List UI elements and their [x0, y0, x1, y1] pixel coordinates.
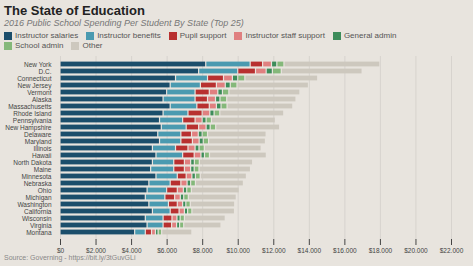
- svg-text:Delaware: Delaware: [24, 131, 52, 138]
- svg-text:Hawaii: Hawaii: [32, 152, 52, 159]
- svg-text:Alaska: Alaska: [32, 96, 52, 103]
- svg-text:New Hampshire: New Hampshire: [5, 123, 52, 131]
- svg-text:California: California: [24, 208, 52, 215]
- html-text:General admin: General admin: [343, 31, 397, 40]
- svg-text:Maine: Maine: [34, 166, 52, 173]
- svg-text:Michigan: Michigan: [25, 193, 52, 201]
- svg-text:Montana: Montana: [26, 229, 52, 236]
- svg-text:$18,000: $18,000: [369, 247, 393, 253]
- svg-text:New Jersey: New Jersey: [17, 81, 52, 89]
- svg-text:Illinois: Illinois: [33, 145, 52, 152]
- html-text:2016 Public School Spending Pe: 2016 Public School Spending Per Student …: [4, 18, 244, 28]
- svg-text:Connecticut: Connecticut: [17, 75, 52, 82]
- svg-text:$20,000: $20,000: [404, 247, 428, 253]
- svg-text:Virginia: Virginia: [29, 221, 52, 229]
- svg-text:Pennsylvania: Pennsylvania: [12, 116, 52, 124]
- svg-text:$14,000: $14,000: [298, 247, 322, 253]
- svg-text:$16,000: $16,000: [333, 247, 357, 253]
- svg-text:Massachusetts: Massachusetts: [8, 103, 52, 110]
- svg-text:Wisconsin: Wisconsin: [22, 215, 52, 222]
- svg-text:Maryland: Maryland: [24, 137, 52, 145]
- html-text:Instructor salaries: Instructor salaries: [15, 31, 79, 40]
- svg-text:$6,000: $6,000: [157, 247, 177, 253]
- svg-text:Nebraska: Nebraska: [24, 180, 52, 187]
- svg-text:$10,000: $10,000: [226, 247, 250, 253]
- html-text:The State of Education: The State of Education: [4, 3, 145, 18]
- svg-text:Washington: Washington: [17, 200, 52, 208]
- html-text:Pupil support: Pupil support: [179, 31, 227, 40]
- svg-text:$22,000: $22,000: [440, 247, 464, 253]
- html-text:Other: Other: [82, 41, 103, 50]
- svg-text:Rhode Island: Rhode Island: [13, 110, 52, 117]
- svg-text:Minnesota: Minnesota: [22, 173, 52, 180]
- svg-text:D.C.: D.C.: [39, 68, 52, 75]
- svg-text:$0: $0: [57, 247, 65, 253]
- svg-text:$4,000: $4,000: [122, 247, 142, 253]
- svg-text:$12,000: $12,000: [262, 247, 286, 253]
- svg-text:North Dakota: North Dakota: [13, 159, 52, 166]
- html-text:Instructor staff support: Instructor staff support: [245, 31, 325, 40]
- svg-text:New York: New York: [24, 61, 52, 68]
- svg-text:Ohio: Ohio: [38, 187, 52, 194]
- svg-text:Vermont: Vermont: [27, 89, 51, 96]
- svg-text:$2,000: $2,000: [86, 247, 106, 253]
- html-text:Source: Governing - https://bi: Source: Governing - https://bit.ly/3tGuv…: [4, 254, 136, 261]
- html-text:Instructor benefits: Instructor benefits: [97, 31, 161, 40]
- html-text:School admin: School admin: [15, 41, 64, 50]
- svg-text:$8,000: $8,000: [193, 247, 213, 253]
